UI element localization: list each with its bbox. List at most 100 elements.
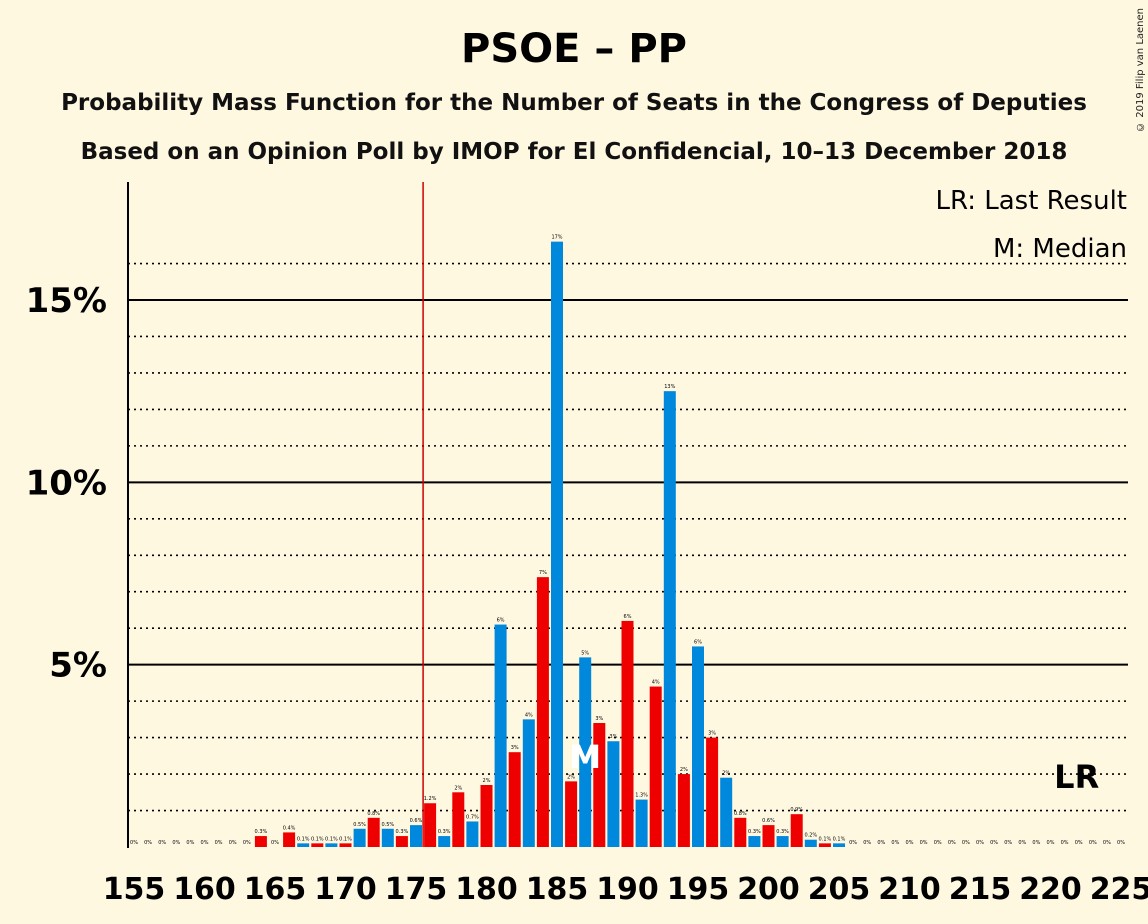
chart-subtitle-source: Based on an Opinion Poll by IMOP for El … bbox=[80, 139, 1068, 165]
bar-label-161: 0% bbox=[215, 840, 223, 846]
bar-label-182: 3% bbox=[511, 745, 519, 751]
bar-label-223: 0% bbox=[1089, 840, 1097, 846]
bar-label-195: 6% bbox=[694, 639, 702, 645]
bar-label-205: 0.1% bbox=[833, 836, 846, 842]
bar-label-167: 0.1% bbox=[297, 836, 310, 842]
bar-label-210: 0% bbox=[906, 840, 914, 846]
bar-label-157: 0% bbox=[158, 840, 166, 846]
bar-label-214: 0% bbox=[962, 840, 970, 846]
bar-label-159: 0% bbox=[186, 840, 194, 846]
bar-label-183: 4% bbox=[525, 712, 533, 718]
bar-186 bbox=[565, 781, 578, 847]
x-tick-label-200: 200 bbox=[737, 872, 800, 907]
bar-191 bbox=[635, 799, 648, 847]
bar-label-171: 0.5% bbox=[353, 822, 366, 828]
bar-label-206: 0% bbox=[849, 840, 857, 846]
bar-184 bbox=[536, 577, 549, 847]
bar-169 bbox=[325, 843, 338, 847]
bar-171 bbox=[353, 828, 366, 847]
x-tick-label-190: 190 bbox=[596, 872, 659, 907]
bar-label-163: 0% bbox=[243, 840, 251, 846]
bar-164 bbox=[254, 836, 267, 847]
bar-177 bbox=[438, 836, 451, 847]
bar-label-189: 3% bbox=[609, 734, 617, 740]
bar-label-170: 0.1% bbox=[339, 836, 352, 842]
bar-label-200: 0.6% bbox=[762, 818, 775, 824]
x-tick-label-175: 175 bbox=[385, 872, 448, 907]
bar-label-207: 0% bbox=[863, 840, 871, 846]
x-tick-label-160: 160 bbox=[173, 872, 236, 907]
bar-label-222: 0% bbox=[1075, 840, 1083, 846]
bar-181 bbox=[494, 624, 507, 847]
bar-label-156: 0% bbox=[144, 840, 152, 846]
bar-label-173: 0.5% bbox=[381, 822, 394, 828]
bar-201 bbox=[776, 836, 789, 847]
bar-173 bbox=[381, 828, 394, 847]
bar-label-184: 7% bbox=[539, 570, 547, 576]
x-tick-label-215: 215 bbox=[949, 872, 1012, 907]
bar-label-201: 0.3% bbox=[776, 829, 789, 835]
bar-label-158: 0% bbox=[172, 840, 180, 846]
bar-166 bbox=[283, 832, 296, 847]
bar-185 bbox=[551, 241, 563, 848]
bar-label-174: 0.3% bbox=[396, 829, 409, 835]
bar-label-178: 2% bbox=[454, 785, 462, 791]
bar-label-177: 0.3% bbox=[438, 829, 451, 835]
bar-167 bbox=[297, 843, 310, 847]
y-tick-label-10: 10% bbox=[26, 463, 107, 503]
bar-label-185: 17% bbox=[551, 235, 562, 241]
bars bbox=[254, 241, 845, 848]
bar-label-188: 3% bbox=[595, 716, 603, 722]
x-tick-label-155: 155 bbox=[103, 872, 166, 907]
legend-last-result: LR: Last Result bbox=[935, 186, 1127, 216]
last-result-marker: LR bbox=[1054, 758, 1099, 796]
bar-170 bbox=[339, 843, 352, 847]
x-tick-label-195: 195 bbox=[667, 872, 730, 907]
bar-188 bbox=[593, 723, 606, 847]
y-tick-label-5: 5% bbox=[49, 646, 107, 686]
bar-label-218: 0% bbox=[1018, 840, 1026, 846]
bar-198 bbox=[734, 817, 747, 847]
bar-label-217: 0% bbox=[1004, 840, 1012, 846]
bar-label-209: 0% bbox=[891, 840, 899, 846]
bar-197 bbox=[720, 777, 733, 847]
bar-label-176: 1.2% bbox=[424, 796, 437, 802]
bar-203 bbox=[804, 839, 817, 847]
bar-label-194: 2% bbox=[680, 767, 688, 773]
bar-label-160: 0% bbox=[201, 840, 209, 846]
bar-205 bbox=[833, 843, 845, 847]
bar-200 bbox=[762, 825, 775, 847]
chart-title: PSOE – PP bbox=[461, 26, 687, 72]
bar-label-192: 4% bbox=[652, 680, 660, 686]
bar-label-216: 0% bbox=[990, 840, 998, 846]
bar-label-193: 13% bbox=[664, 384, 675, 390]
axes bbox=[127, 182, 424, 848]
bar-label-175: 0.6% bbox=[410, 818, 423, 824]
bar-194 bbox=[677, 774, 690, 847]
bar-199 bbox=[748, 836, 761, 847]
bar-180 bbox=[480, 785, 493, 847]
bar-label-191: 1.3% bbox=[635, 793, 648, 799]
x-tick-label-210: 210 bbox=[878, 872, 941, 907]
bar-label-202: 0.9% bbox=[790, 807, 803, 813]
bar-label-199: 0.3% bbox=[748, 829, 761, 835]
bar-172 bbox=[367, 817, 380, 847]
bar-label-187: 5% bbox=[581, 650, 589, 656]
bar-label-215: 0% bbox=[976, 840, 984, 846]
bar-label-162: 0% bbox=[229, 840, 237, 846]
bar-labels: 0% 0% 0% 0% 0% 0% 0% 0% 0%0.3%0%0.4%0.1% 0.1% 0.1%… bbox=[130, 235, 1125, 846]
bar-193 bbox=[663, 391, 676, 847]
x-tick-label-225: 225 bbox=[1090, 872, 1148, 907]
bar-196 bbox=[706, 737, 719, 847]
bar-190 bbox=[621, 620, 634, 847]
bar-label-213: 0% bbox=[948, 840, 956, 846]
bar-183 bbox=[522, 719, 535, 847]
bar-label-225: 0% bbox=[1117, 840, 1125, 846]
bar-label-179: 0.7% bbox=[466, 814, 479, 820]
bar-187 bbox=[579, 657, 592, 847]
bar-label-219: 0% bbox=[1032, 840, 1040, 846]
x-tick-label-165: 165 bbox=[244, 872, 307, 907]
chart-subtitle: Probability Mass Function for the Number… bbox=[61, 90, 1087, 116]
bar-label-197: 2% bbox=[722, 771, 730, 777]
